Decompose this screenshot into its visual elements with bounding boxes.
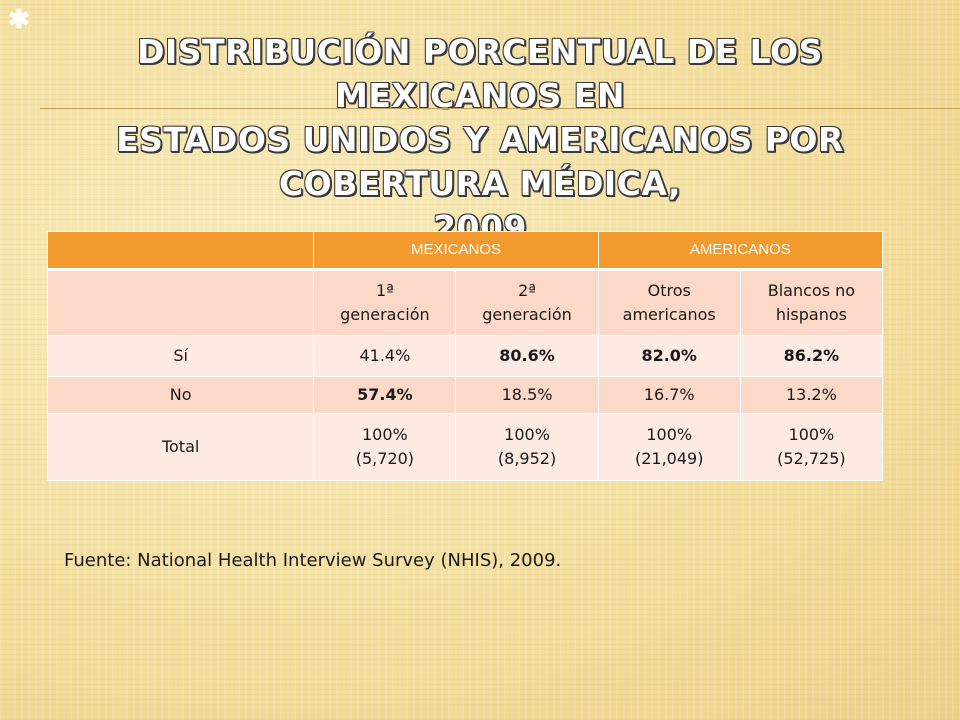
cell-percent: 100%: [788, 425, 835, 444]
cell-count: (21,049): [634, 449, 704, 468]
subheader-text: Otros: [647, 281, 691, 300]
source-note: Fuente: National Health Interview Survey…: [64, 550, 562, 571]
table-row-no: No 57.4% 18.5% 16.7% 13.2%: [46, 376, 884, 414]
subheader-2a-generacion: 2ª generación: [455, 269, 599, 336]
subheader-text: Blancos no: [767, 281, 856, 300]
subheader-text: hispanos: [775, 305, 847, 324]
coverage-table: MEXICANOS AMERICANOS 1ª generación 2ª ge…: [46, 231, 884, 481]
table-row-si: Sí 41.4% 80.6% 82.0% 86.2%: [46, 335, 884, 377]
table-subheader-row: 1ª generación 2ª generación Otros americ…: [46, 269, 884, 336]
cell-count: (5,720): [355, 449, 415, 468]
subheader-blank-cell: [46, 269, 315, 336]
table-cell: 100% (5,720): [313, 413, 457, 481]
cell-percent: 100%: [646, 425, 693, 444]
table-cell: 82.0%: [597, 335, 741, 377]
row-label: No: [46, 376, 315, 414]
table-cell: 100% (21,049): [597, 413, 741, 481]
subheader-blancos-no-hispanos: Blancos no hispanos: [739, 269, 884, 336]
subheader-text: americanos: [622, 305, 716, 324]
subheader-text: 1ª: [376, 281, 394, 300]
row-label: Sí: [46, 335, 315, 377]
row-label: Total: [46, 413, 315, 481]
subheader-text: generación: [340, 305, 430, 324]
header-blank-cell: [46, 231, 315, 271]
table-cell: 80.6%: [455, 335, 599, 377]
table-cell: 41.4%: [313, 335, 457, 377]
table-row-total: Total 100% (5,720) 100% (8,952) 100% (21…: [46, 413, 884, 481]
header-mexicanos: MEXICANOS: [313, 231, 599, 271]
subheader-text: generación: [482, 305, 572, 324]
table-cell: 18.5%: [455, 376, 599, 414]
title-divider: [40, 108, 960, 109]
page-title: Distribución porcentual de los Mexicanos…: [30, 30, 930, 250]
subheader-1a-generacion: 1ª generación: [313, 269, 457, 336]
table-cell: 100% (8,952): [455, 413, 599, 481]
table-cell: 57.4%: [313, 376, 457, 414]
cell-count: (52,725): [777, 449, 846, 468]
cell-count: (8,952): [497, 449, 557, 468]
title-line-1: Distribución porcentual de los Mexicanos…: [137, 32, 823, 115]
cell-percent: 100%: [504, 425, 550, 444]
cell-percent: 100%: [362, 425, 408, 444]
table-cell: 16.7%: [597, 376, 741, 414]
table-cell: 86.2%: [739, 335, 884, 377]
title-line-2: Estados Unidos y Americanos por cobertur…: [116, 120, 844, 203]
header-americanos: AMERICANOS: [597, 231, 884, 271]
table-cell: 13.2%: [739, 376, 884, 414]
decorative-star-icon: ✱: [8, 4, 30, 34]
subheader-otros-americanos: Otros americanos: [597, 269, 741, 336]
table-group-header-row: MEXICANOS AMERICANOS: [46, 231, 884, 271]
table-cell: 100% (52,725): [739, 413, 884, 481]
subheader-text: 2ª: [518, 281, 536, 300]
